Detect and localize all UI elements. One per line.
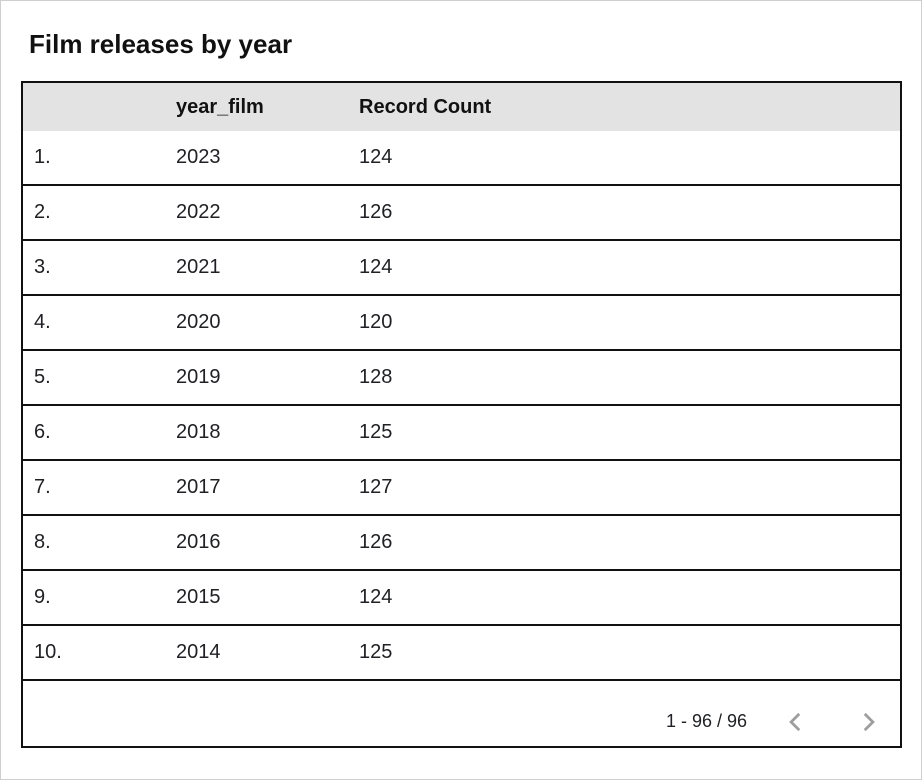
table-header-row: year_film Record Count	[23, 83, 900, 131]
row-index-cell: 4.	[34, 311, 51, 333]
row-index-cell: 9.	[34, 586, 51, 608]
table-row: 2. 2022 126	[23, 186, 900, 241]
year-film-cell: 2022	[176, 201, 221, 223]
header-cell-year-film[interactable]: year_film	[176, 95, 264, 118]
pagination-range-label: 1 - 96 / 96	[665, 711, 747, 731]
table-footer: 1 - 96 / 96	[23, 681, 900, 746]
page-title: Film releases by year	[29, 29, 293, 59]
pagination-prev-button[interactable]	[783, 709, 809, 735]
record-count-cell: 125	[359, 641, 393, 663]
table-row: 9. 2015 124	[23, 571, 900, 626]
year-film-cell: 2019	[176, 366, 221, 388]
record-count-cell: 124	[359, 586, 393, 608]
record-count-cell: 127	[359, 476, 393, 498]
record-count-cell: 124	[359, 256, 393, 278]
record-count-cell: 128	[359, 366, 393, 388]
record-count-cell: 126	[359, 201, 393, 223]
table-row: 4. 2020 120	[23, 296, 900, 351]
record-count-cell: 125	[359, 421, 393, 443]
table-row: 10. 2014 125	[23, 626, 900, 681]
row-index-cell: 8.	[34, 531, 51, 553]
table-row: 1. 2023 124	[23, 131, 900, 186]
table-body: 1. 2023 124 2. 2022 126 3. 2021 124 4. 2…	[23, 131, 900, 681]
table-row: 5. 2019 128	[23, 351, 900, 406]
data-table: year_film Record Count 1. 2023 124 2. 20…	[21, 81, 902, 748]
year-film-cell: 2016	[176, 531, 221, 553]
record-count-cell: 124	[359, 146, 393, 168]
row-index-cell: 6.	[34, 421, 51, 443]
row-index-cell: 2.	[34, 201, 51, 223]
row-index-cell: 3.	[34, 256, 51, 278]
table-row: 3. 2021 124	[23, 241, 900, 296]
record-count-cell: 126	[359, 531, 393, 553]
table-row: 8. 2016 126	[23, 516, 900, 571]
table-row: 7. 2017 127	[23, 461, 900, 516]
year-film-cell: 2023	[176, 146, 221, 168]
row-index-cell: 5.	[34, 366, 51, 388]
year-film-cell: 2017	[176, 476, 221, 498]
year-film-cell: 2018	[176, 421, 221, 443]
year-film-cell: 2021	[176, 256, 221, 278]
row-index-cell: 7.	[34, 476, 51, 498]
table-row: 6. 2018 125	[23, 406, 900, 461]
year-film-cell: 2020	[176, 311, 221, 333]
row-index-cell: 10.	[34, 641, 62, 663]
year-film-cell: 2015	[176, 586, 221, 608]
chevron-right-icon	[863, 712, 875, 731]
record-count-cell: 120	[359, 311, 393, 333]
pagination-next-button[interactable]	[855, 709, 881, 735]
row-index-cell: 1.	[34, 146, 51, 168]
header-cell-record-count[interactable]: Record Count	[359, 95, 492, 118]
chevron-left-icon	[789, 712, 801, 731]
year-film-cell: 2014	[176, 641, 221, 663]
